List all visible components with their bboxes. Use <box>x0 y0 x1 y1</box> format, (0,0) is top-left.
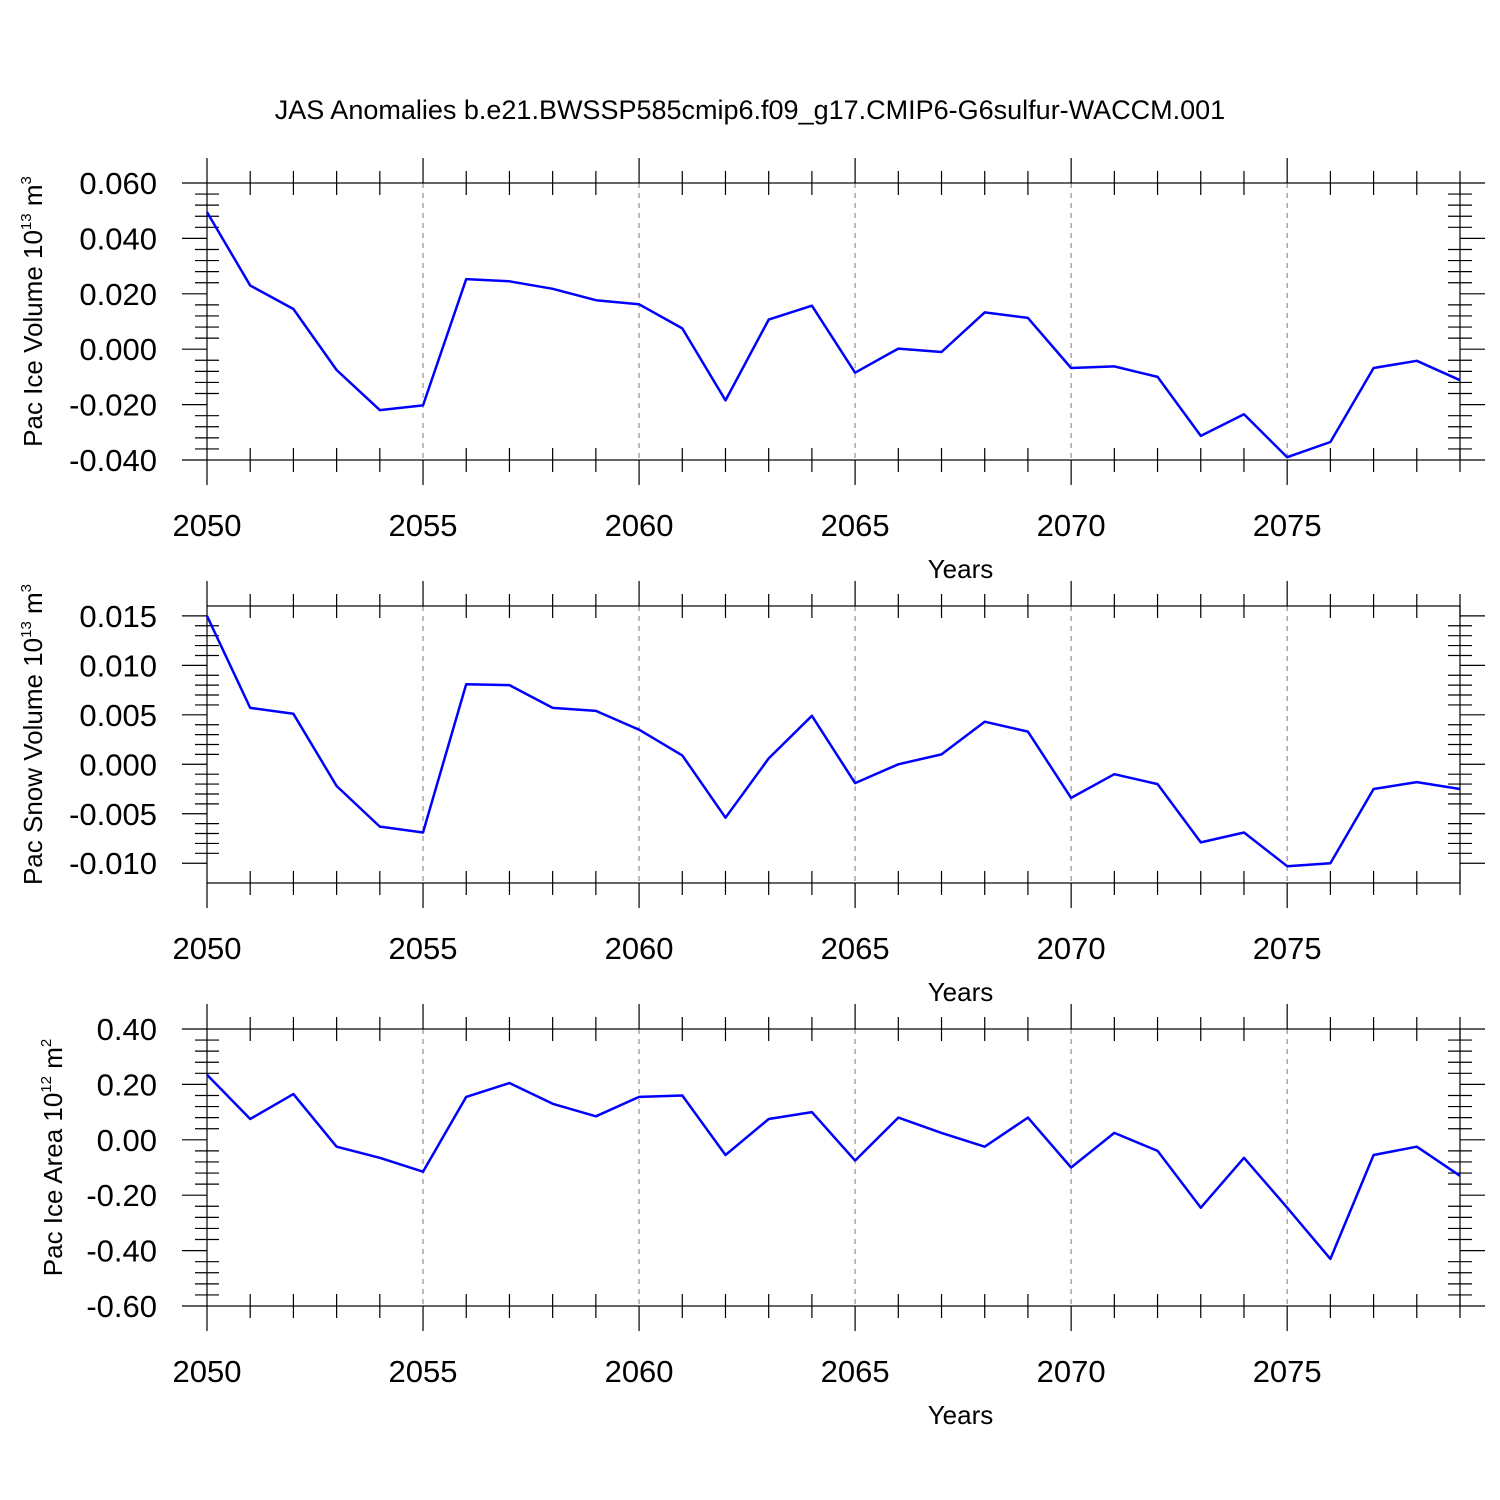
x-axis-label: Years <box>928 1400 994 1430</box>
y-axis-label: Pac Snow Volume 1013 m3 <box>18 584 48 885</box>
x-tick-label-2065: 2065 <box>821 931 890 966</box>
y-tick-label-3: 0.00 <box>97 1123 157 1158</box>
y-tick-label-3: 0.020 <box>79 277 157 312</box>
x-axis-label: Years <box>928 554 994 584</box>
y-tick-label-0: -0.60 <box>86 1289 157 1324</box>
plot-frame <box>206 182 1461 461</box>
y-axis-label: Pac Ice Volume 1013 m3 <box>18 176 48 447</box>
x-tick-label-2070: 2070 <box>1037 508 1106 543</box>
plot-frame <box>206 605 1461 884</box>
x-tick-label-2060: 2060 <box>605 1354 674 1389</box>
y-tick-label-1: -0.020 <box>69 388 157 423</box>
x-tick-label-2050: 2050 <box>173 931 242 966</box>
x-tick-label-2060: 2060 <box>605 508 674 543</box>
panel-3: 2050 2055 2060 2065 2070 2075 -0.60 -0.40 -0.20 0… <box>38 1004 1485 1430</box>
y-tick-label-1: -0.005 <box>69 797 157 832</box>
y-tick-label-2: 0.000 <box>79 332 157 367</box>
series-line-pac-ice-volume <box>205 211 1461 459</box>
x-tick-label-2050: 2050 <box>173 508 242 543</box>
chart-title: JAS Anomalies b.e21.BWSSP585cmip6.f09_g1… <box>275 95 1225 125</box>
y-tick-label-5: 0.015 <box>79 599 157 634</box>
x-tick-label-2055: 2055 <box>389 1354 458 1389</box>
x-axis-label: Years <box>928 977 994 1007</box>
plot-frame <box>206 1028 1461 1307</box>
panel-1: 2050 2055 2060 2065 2070 2075 -0.040 -0.020 0.00… <box>18 158 1485 584</box>
x-tick-label-2070: 2070 <box>1037 931 1106 966</box>
y-tick-label-0: -0.040 <box>69 443 157 478</box>
x-tick-label-2075: 2075 <box>1253 931 1322 966</box>
series-line-pac-snow-volume <box>205 615 1461 868</box>
x-tick-label-2055: 2055 <box>389 508 458 543</box>
x-tick-label-2050: 2050 <box>173 1354 242 1389</box>
y-tick-label-2: 0.000 <box>79 747 157 782</box>
x-tick-label-2055: 2055 <box>389 931 458 966</box>
x-tick-label-2060: 2060 <box>605 931 674 966</box>
y-tick-label-0: -0.010 <box>69 846 157 881</box>
series-line-pac-ice-area <box>206 1073 1461 1261</box>
y-tick-label-5: 0.060 <box>79 166 157 201</box>
x-tick-label-2070: 2070 <box>1037 1354 1106 1389</box>
y-tick-label-1: -0.40 <box>86 1234 157 1269</box>
y-tick-label-4: 0.040 <box>79 221 157 256</box>
y-axis-label: Pac Ice Area 1012 m2 <box>38 1039 68 1276</box>
y-tick-label-4: 0.20 <box>97 1067 157 1102</box>
x-tick-label-2075: 2075 <box>1253 508 1322 543</box>
x-tick-label-2075: 2075 <box>1253 1354 1322 1389</box>
x-tick-label-2065: 2065 <box>821 1354 890 1389</box>
y-tick-label-5: 0.40 <box>97 1012 157 1047</box>
y-tick-label-4: 0.010 <box>79 648 157 683</box>
x-tick-label-2065: 2065 <box>821 508 890 543</box>
y-tick-label-2: -0.20 <box>86 1178 157 1213</box>
panel-2: 2050 2055 2060 2065 2070 2075 -0.010 -0.005 0.00… <box>18 581 1485 1007</box>
y-tick-label-3: 0.005 <box>79 698 157 733</box>
